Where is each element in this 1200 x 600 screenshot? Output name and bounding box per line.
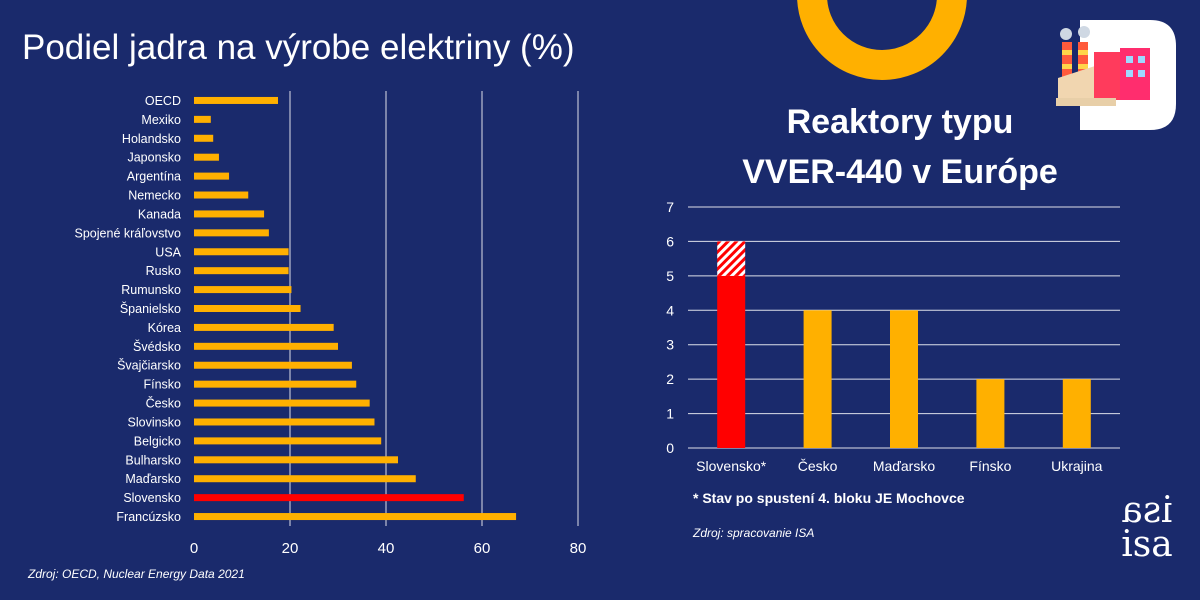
bar bbox=[194, 323, 334, 331]
bar bbox=[1062, 379, 1091, 448]
footnote: * Stav po spustení 4. bloku JE Mochovce bbox=[693, 490, 965, 506]
bar bbox=[194, 399, 370, 407]
category-label: Švajčiarsko bbox=[117, 358, 181, 373]
bar bbox=[194, 115, 211, 123]
x-tick-label: 60 bbox=[474, 540, 491, 557]
bar bbox=[194, 361, 352, 369]
isa-logo: isa isa bbox=[1112, 490, 1182, 565]
x-tick-label: 0 bbox=[190, 540, 198, 557]
category-label: Rumunsko bbox=[121, 283, 181, 297]
bar bbox=[890, 310, 918, 448]
category-label: Holandsko bbox=[122, 132, 181, 146]
category-label: Rusko bbox=[146, 264, 181, 278]
bar bbox=[194, 456, 398, 464]
bar bbox=[194, 248, 289, 256]
bar bbox=[194, 172, 230, 180]
category-label: Belgicko bbox=[134, 434, 181, 448]
y-tick-label: 4 bbox=[666, 302, 674, 318]
category-label: Ukrajina bbox=[1051, 458, 1103, 474]
category-label: Slovensko* bbox=[696, 458, 767, 474]
bar bbox=[194, 153, 219, 161]
bar bbox=[194, 475, 416, 483]
bar bbox=[194, 418, 375, 426]
category-label: Mexiko bbox=[141, 113, 181, 127]
bar bbox=[976, 379, 1005, 448]
bar bbox=[194, 191, 249, 199]
bar bbox=[194, 437, 382, 445]
x-tick-label: 80 bbox=[570, 540, 587, 557]
category-label: USA bbox=[155, 245, 181, 259]
category-label: Švédsko bbox=[133, 339, 181, 354]
y-tick-label: 2 bbox=[666, 371, 674, 387]
bar bbox=[194, 134, 214, 142]
power-plant-icon bbox=[1056, 20, 1176, 130]
category-label: Španielsko bbox=[120, 301, 181, 316]
right-title-line-2: VVER-440 v Európe bbox=[742, 153, 1058, 191]
y-tick-label: 7 bbox=[666, 199, 674, 215]
category-label: Česko bbox=[146, 396, 181, 411]
bar bbox=[194, 513, 517, 521]
y-tick-label: 0 bbox=[666, 440, 674, 456]
category-label: Argentína bbox=[127, 170, 181, 184]
bar bbox=[194, 342, 338, 350]
category-label: Maďarsko bbox=[125, 472, 181, 486]
category-label: Fínsko bbox=[143, 378, 181, 392]
category-label: Česko bbox=[798, 458, 838, 474]
y-tick-label: 5 bbox=[666, 268, 674, 284]
y-tick-label: 6 bbox=[666, 233, 674, 249]
source-note-left: Zdroj: OECD, Nuclear Energy Data 2021 bbox=[28, 567, 245, 581]
isa-logo-top: isa bbox=[1121, 490, 1173, 531]
bar bbox=[194, 286, 292, 294]
category-label: Fínsko bbox=[969, 458, 1011, 474]
y-tick-label: 1 bbox=[666, 406, 674, 422]
category-label: Bulharsko bbox=[125, 453, 181, 467]
category-label: Maďarsko bbox=[873, 458, 936, 474]
category-label: Kórea bbox=[148, 321, 181, 335]
source-note-right: Zdroj: spracovanie ISA bbox=[693, 526, 815, 540]
x-tick-label: 40 bbox=[378, 540, 395, 557]
bar bbox=[194, 494, 464, 502]
category-label: Francúzsko bbox=[116, 510, 181, 524]
category-label: Slovensko bbox=[123, 491, 181, 505]
bar bbox=[194, 210, 265, 218]
category-label: Nemecko bbox=[128, 189, 181, 203]
category-label: Kanada bbox=[138, 207, 181, 221]
category-label: Spojené kráľovstvo bbox=[75, 226, 182, 240]
right-title-line-1: Reaktory typu bbox=[786, 103, 1014, 141]
category-label: Japonsko bbox=[127, 151, 181, 165]
isa-logo-bottom: isa bbox=[1121, 524, 1173, 565]
right-chart-title: Reaktory typu VVER-440 v Európe bbox=[680, 97, 1120, 197]
bar bbox=[194, 267, 289, 275]
x-tick-label: 20 bbox=[282, 540, 299, 557]
category-label: OECD bbox=[145, 94, 181, 108]
y-tick-label: 3 bbox=[666, 337, 674, 353]
bar bbox=[194, 96, 278, 104]
left-chart-title: Podiel jadra na výrobe elektriny (%) bbox=[22, 28, 575, 67]
orange-ring-icon bbox=[797, 0, 967, 80]
bar bbox=[194, 229, 269, 237]
bar bbox=[194, 305, 301, 312]
bar-solid bbox=[717, 275, 746, 448]
category-label: Slovinsko bbox=[128, 415, 182, 429]
bar bbox=[194, 380, 357, 388]
bar bbox=[803, 310, 832, 448]
bar-hatched bbox=[717, 241, 746, 276]
